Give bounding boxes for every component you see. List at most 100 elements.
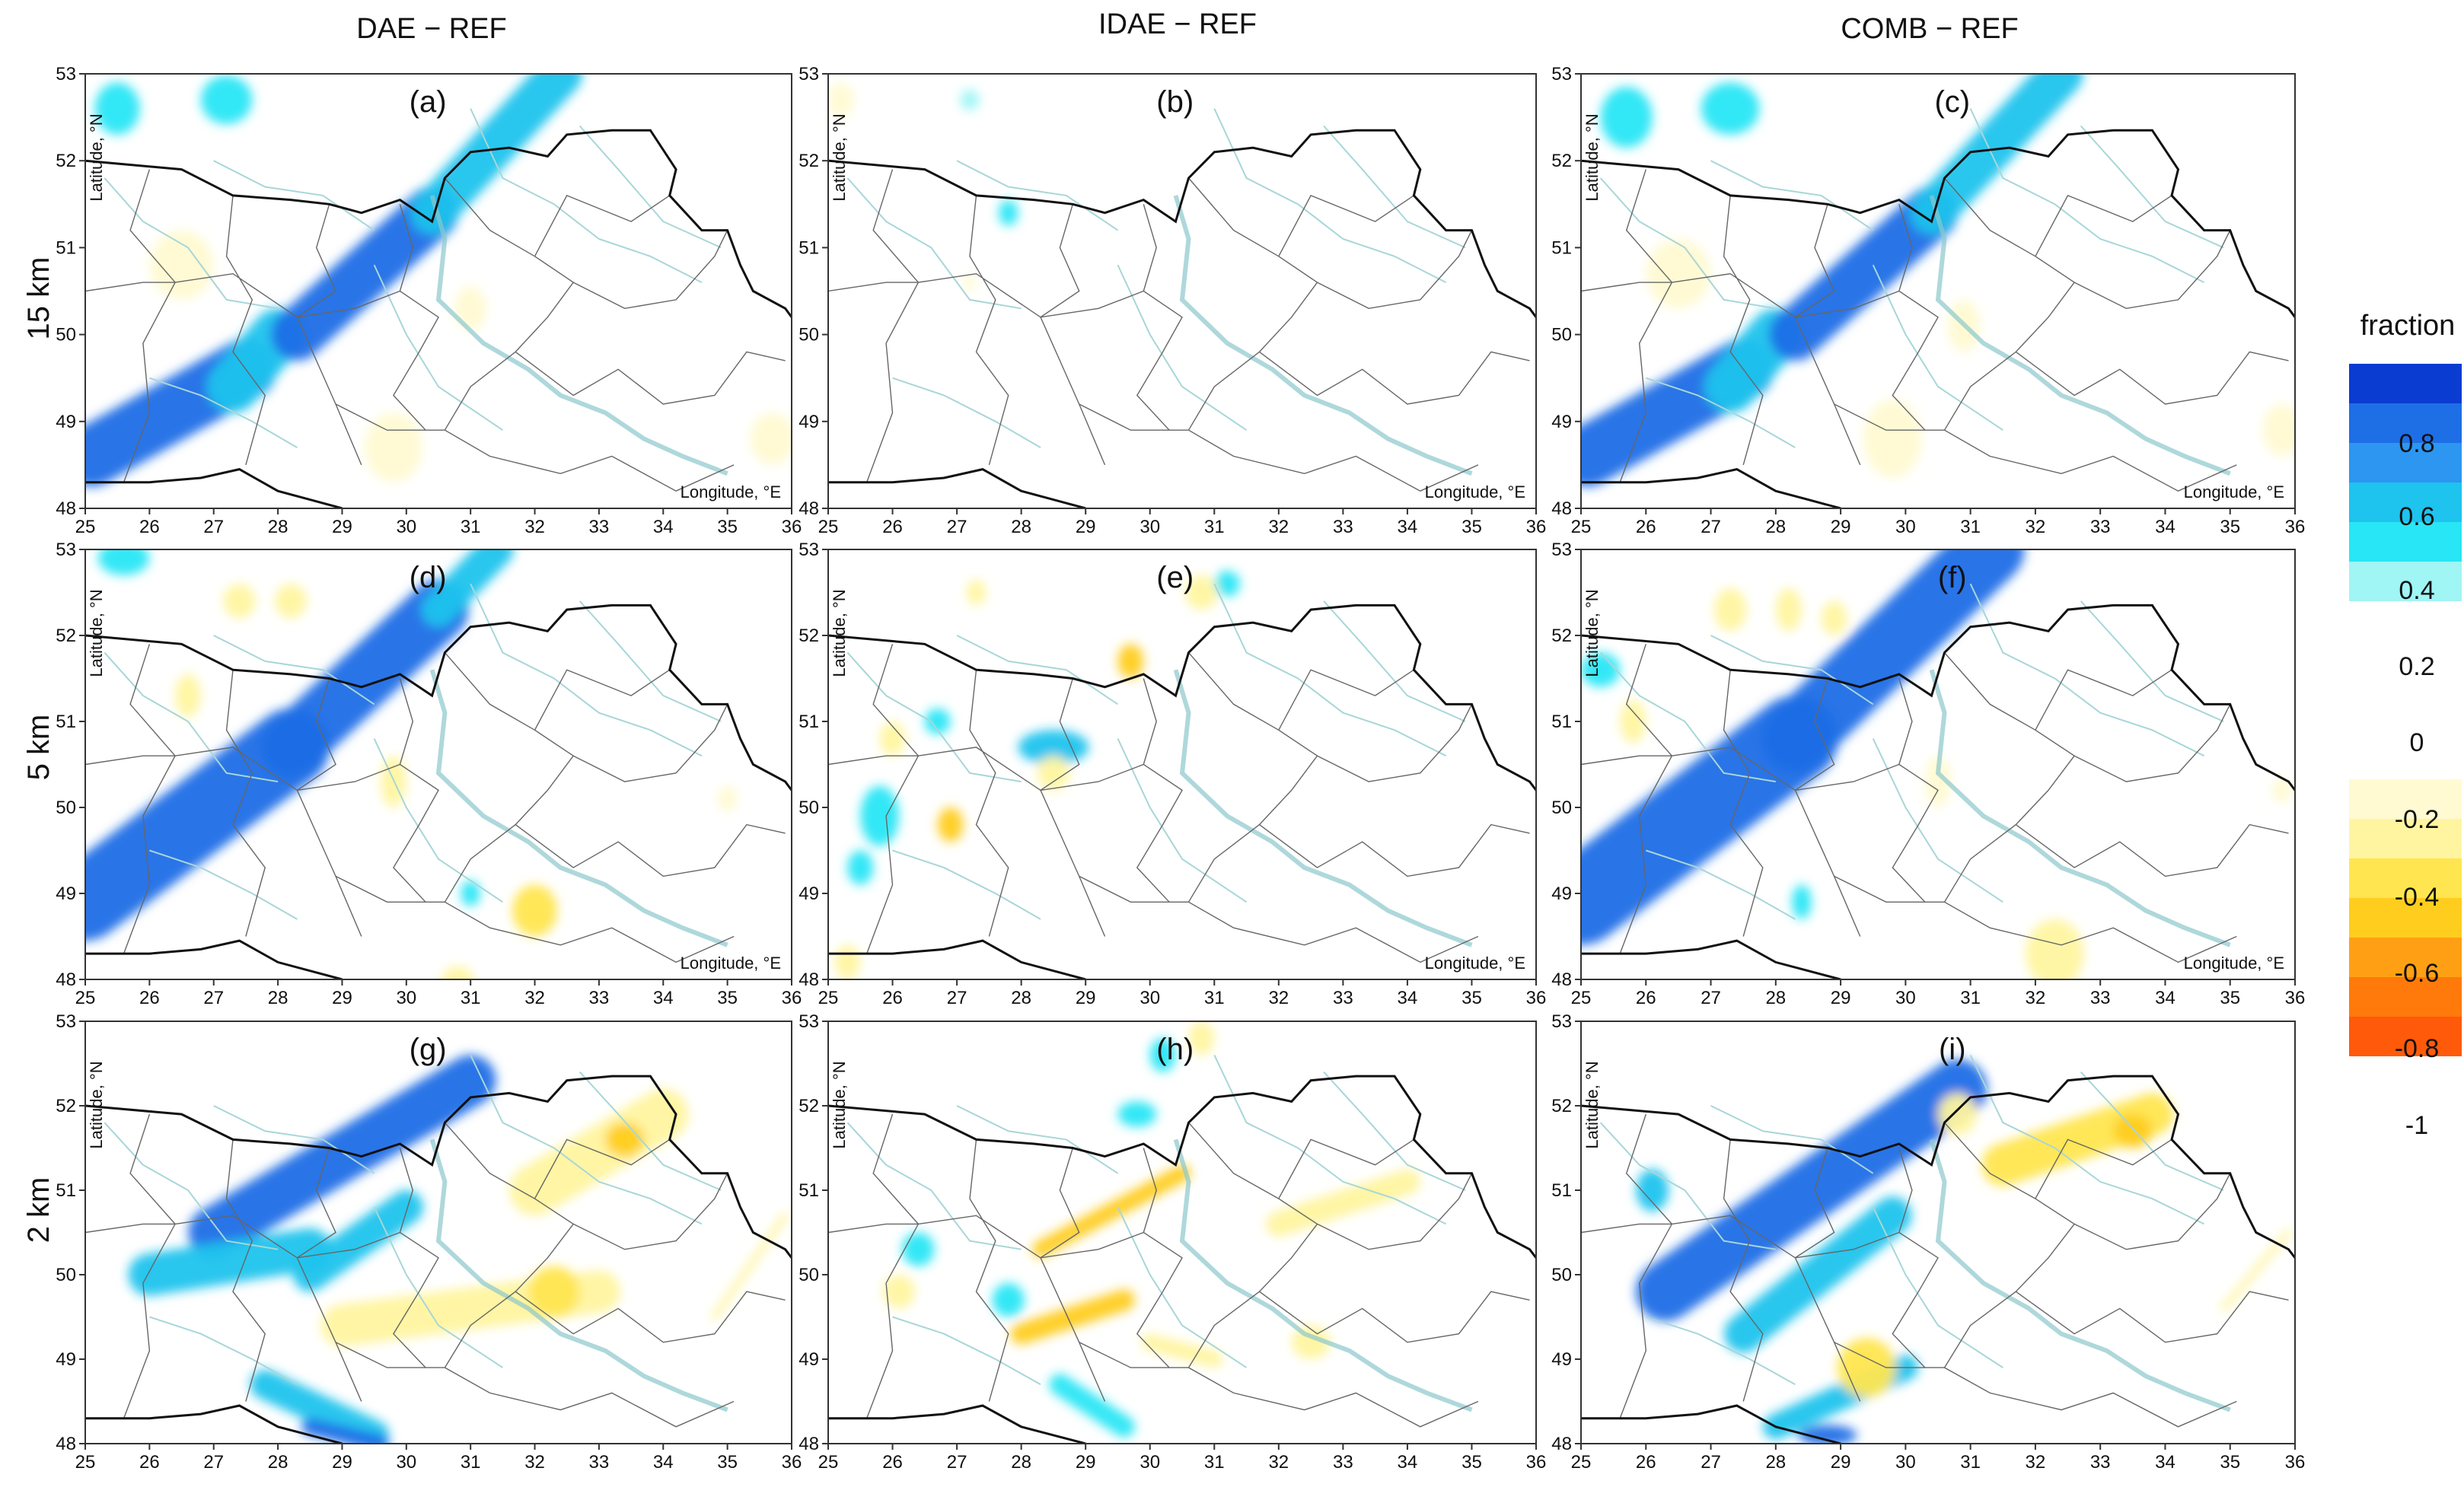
panel-frame [84, 73, 792, 509]
x-tick-label: 28 [1765, 517, 1786, 537]
x-axis-label: Longitude, °E [2184, 482, 2284, 502]
field-blob [882, 1275, 916, 1309]
y-tick-label: 48 [798, 970, 819, 990]
x-tick-label: 32 [2026, 1452, 2046, 1473]
river [373, 1206, 503, 1368]
y-tick-label: 53 [1551, 540, 1572, 560]
y-tick-label: 49 [1551, 1349, 1572, 1370]
river [2080, 1071, 2224, 1191]
x-axis-label: Longitude, °E [2184, 954, 2284, 973]
river-dnipro [1173, 195, 1473, 476]
region-border [1892, 204, 1939, 431]
field-blob [750, 412, 792, 465]
region-border [85, 1215, 400, 1259]
river [846, 651, 1022, 783]
field-blob [1938, 1093, 1978, 1135]
y-axis-label: Latitude, °N [830, 113, 849, 201]
panels: 25 26 27 28 29 30 31 32 33 34 35 36484950515253Lati… [56, 64, 2305, 1473]
field-blob [1775, 588, 1802, 632]
field-blob [1188, 1021, 1215, 1056]
x-tick-label: 31 [461, 1452, 481, 1473]
field-band [1761, 549, 2025, 773]
river [1872, 738, 2003, 903]
region-border [969, 1139, 1009, 1402]
field-blob [834, 944, 861, 979]
x-tick-label: 30 [1140, 988, 1160, 1008]
x-tick-label: 25 [75, 988, 96, 1008]
river [1213, 1054, 1447, 1225]
y-axis-label: Latitude, °N [830, 589, 849, 677]
river [1872, 264, 2003, 431]
y-tick-label: 53 [1551, 1011, 1572, 1032]
river-dnipro [429, 1138, 728, 1412]
x-tick-label: 32 [1268, 988, 1289, 1008]
panel-5: 25 26 27 28 29 30 31 32 33 34 35 36 48 49 50 51 52 53 Lati… [798, 540, 1546, 1008]
x-tick-label: 27 [947, 1452, 967, 1473]
row-title-1: 15 km [22, 257, 56, 340]
region-border [393, 204, 439, 431]
panel-2: 25 26 27 28 29 30 31 32 33 34 35 36 48 49 50 51 52 53 Lati… [798, 64, 1546, 537]
y-axis-label: Latitude, °N [830, 1061, 849, 1148]
field-blob [1701, 82, 1760, 135]
state-border [85, 1404, 343, 1444]
y-tick-label: 48 [798, 498, 819, 519]
panel-label: (d) [410, 561, 447, 594]
x-tick-label: 28 [1011, 988, 1031, 1008]
region-border [1619, 644, 1673, 954]
field-blob [1117, 1101, 1157, 1127]
region-border [828, 272, 1144, 318]
x-tick-label: 34 [653, 1452, 674, 1473]
y-tick-label: 51 [56, 712, 76, 732]
field-blob [992, 1283, 1025, 1317]
x-tick-label: 30 [1895, 517, 1916, 537]
panel-label: (h) [1156, 1033, 1194, 1066]
x-tick-label: 30 [1895, 1452, 1916, 1473]
map-layer [1581, 108, 2295, 508]
state-border [828, 939, 1086, 979]
colorbar-swatch-negative [2349, 779, 2462, 819]
x-tick-label: 33 [2090, 1452, 2111, 1473]
x-tick-label: 26 [882, 1452, 903, 1473]
field-blob [860, 785, 899, 846]
river [470, 108, 703, 283]
region-border [534, 1138, 671, 1199]
x-tick-label: 28 [1011, 517, 1031, 537]
region-border [866, 169, 920, 482]
y-tick-label: 51 [798, 712, 819, 732]
y-tick-label: 48 [1551, 970, 1572, 990]
y-tick-label: 50 [1551, 798, 1572, 818]
y-tick-label: 49 [798, 412, 819, 432]
row-title-3: 2 km [22, 1177, 56, 1243]
x-tick-label: 35 [2220, 1452, 2240, 1473]
region-border [444, 652, 575, 903]
colorbar-label: -0.4 [2395, 883, 2440, 912]
field-blob [1792, 884, 1812, 919]
colorbar-swatch-positive [2349, 443, 2462, 482]
y-tick-label: 53 [1551, 64, 1572, 84]
field-band [1704, 308, 1803, 413]
x-tick-label: 34 [1398, 517, 1418, 537]
region-border [1079, 875, 1479, 963]
colorbar-swatch-negative [2349, 898, 2462, 938]
y-tick-label: 52 [56, 1096, 76, 1116]
river [1323, 1071, 1466, 1191]
x-tick-label: 35 [2220, 517, 2240, 537]
region-border [1259, 1291, 1530, 1343]
panel-label: (f) [1938, 561, 1967, 594]
region-border [1079, 1342, 1479, 1428]
x-tick-label: 30 [1895, 988, 1916, 1008]
river-dnipro [1173, 669, 1473, 947]
river [1117, 738, 1248, 903]
x-tick-label: 27 [947, 988, 967, 1008]
x-tick-label: 32 [524, 988, 545, 1008]
region-border [1619, 1113, 1673, 1419]
field-blob [1713, 588, 1747, 632]
field-blob [512, 884, 558, 937]
state-border [1581, 129, 2295, 318]
y-axis-label: Latitude, °N [87, 113, 106, 201]
field-blob [97, 549, 150, 575]
x-tick-label: 25 [1571, 517, 1592, 537]
x-tick-label: 28 [268, 517, 288, 537]
colorbar-label: -1 [2405, 1111, 2428, 1140]
x-tick-label: 26 [1636, 517, 1656, 537]
